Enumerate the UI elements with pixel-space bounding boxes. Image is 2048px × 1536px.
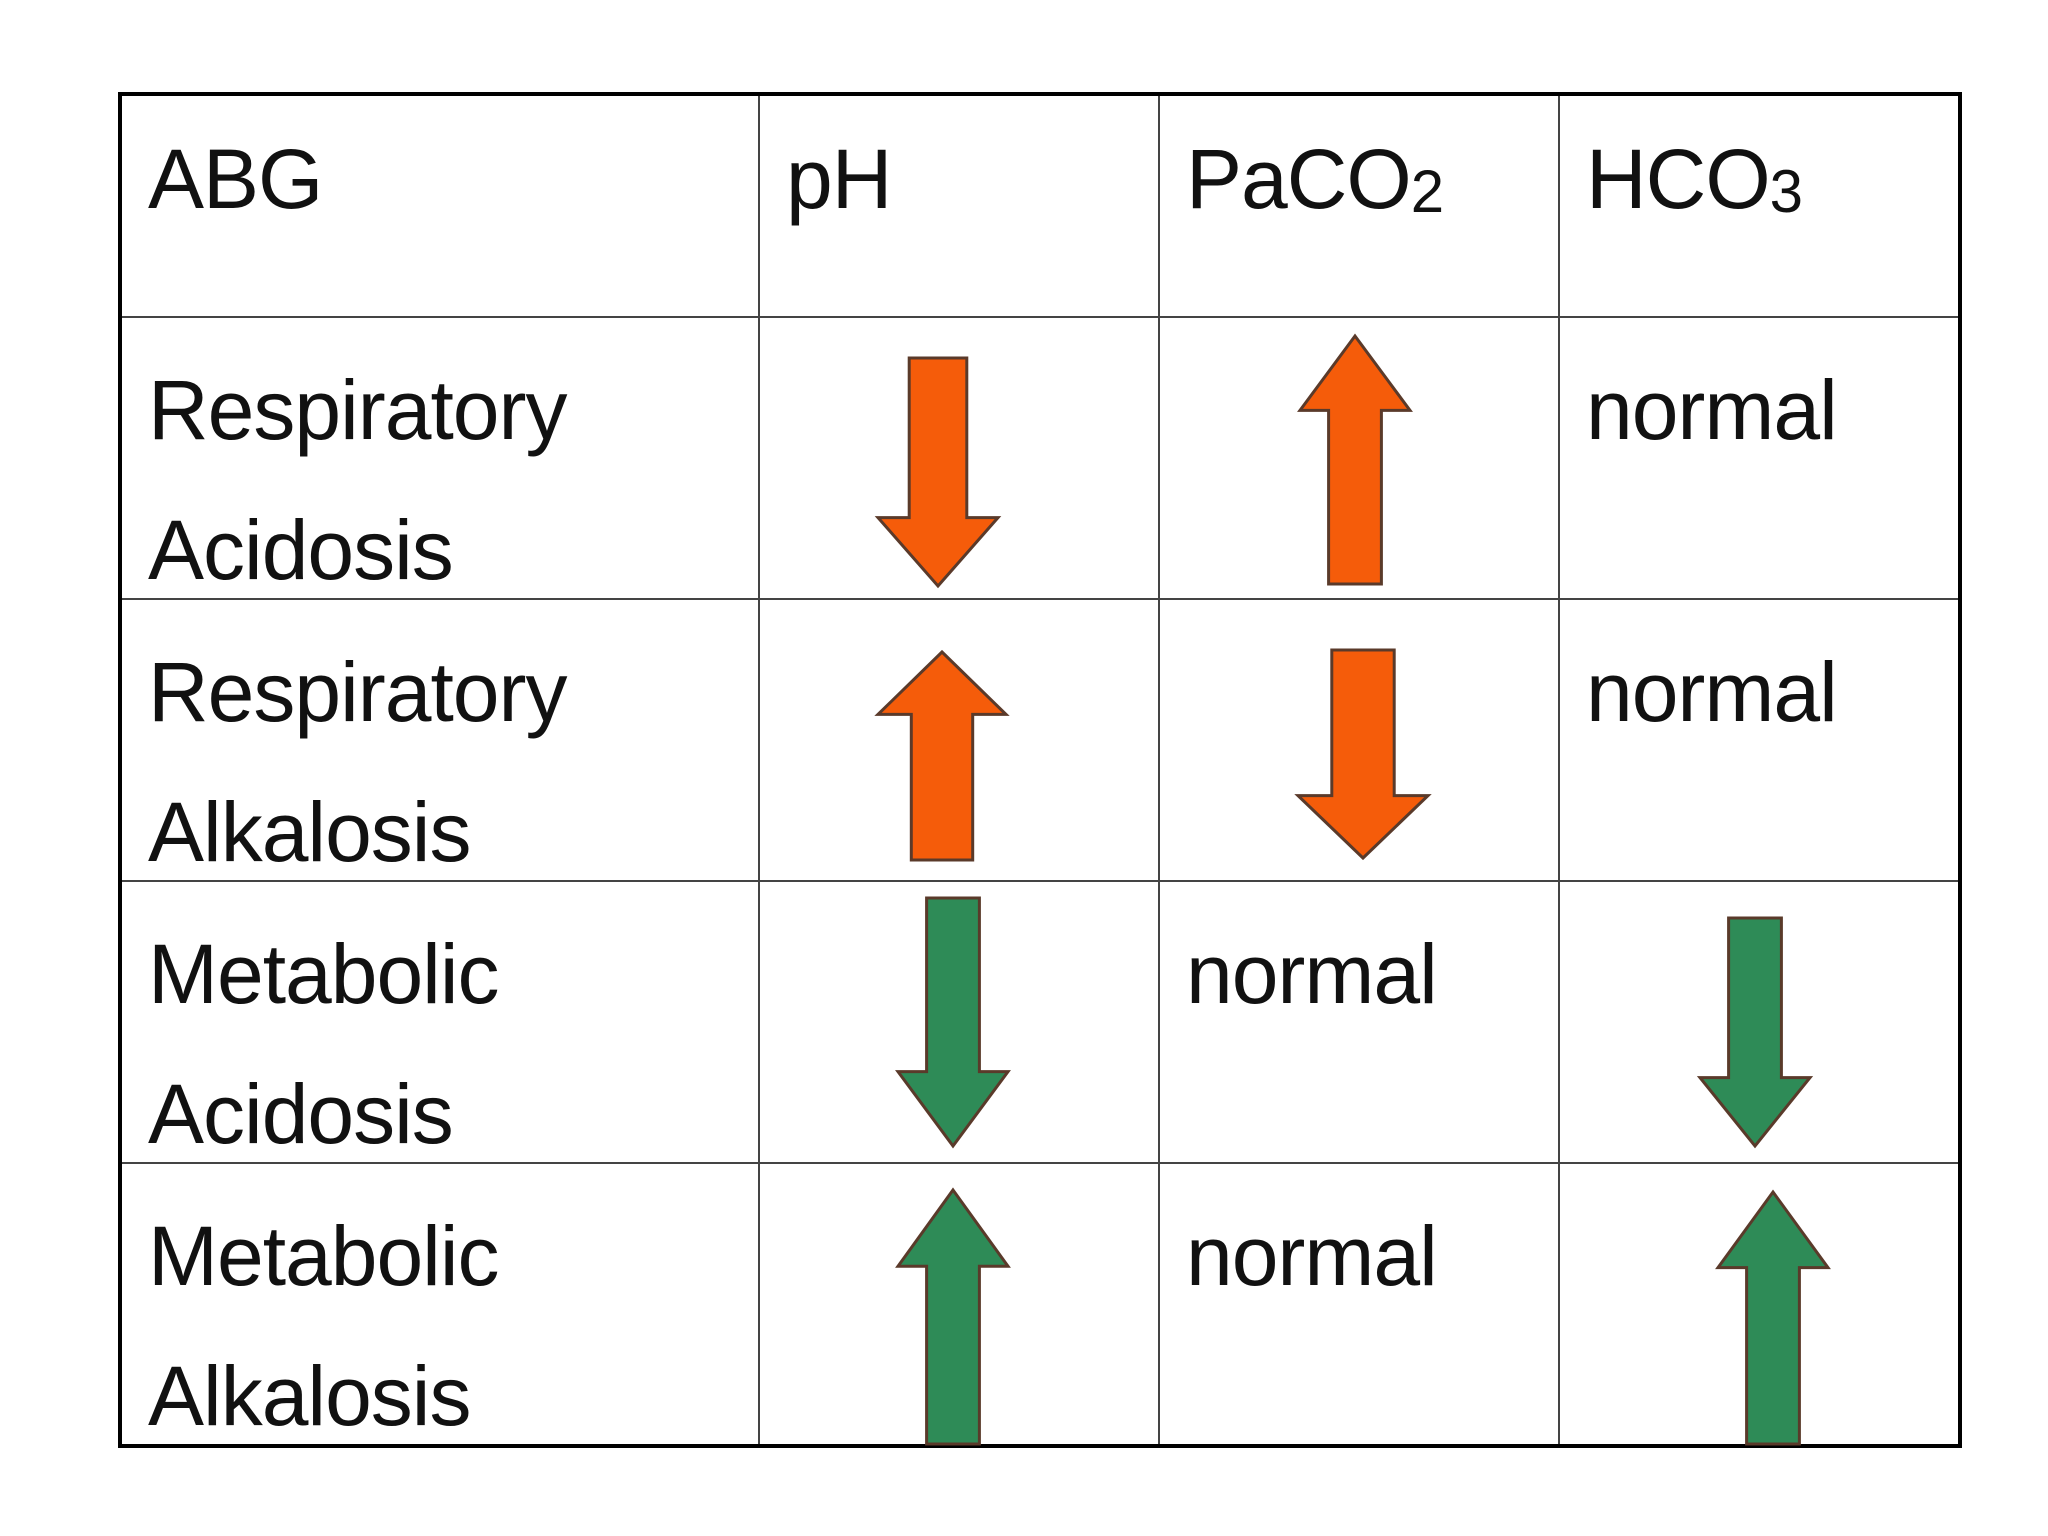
header-paco2-subscript: 2 [1410,158,1444,225]
header-hco3: HCO3 [1586,124,1803,243]
hco3-cell: normal [1558,316,1961,600]
paco2-cell [1158,598,1560,882]
hco3-cell [1558,880,1961,1164]
row-label-cell: Metabolic Acidosis [119,880,760,1164]
header-paco2: PaCO2 [1186,124,1444,243]
row-label-line2: Acidosis [148,503,454,597]
arrow-down-shape [1696,916,1814,1149]
row-label-cell: Respiratory Acidosis [119,316,760,600]
normal-text: normal [1186,927,1438,1021]
arrow-up-shape [874,649,1010,862]
header-hco3-subscript: 3 [1769,158,1803,225]
arrow-up-icon [895,1187,1011,1446]
arrow-up-shape [1297,333,1413,586]
header-cell-ph: pH [758,93,1160,318]
arrow-up-polygon [1297,333,1413,586]
header-paco2-base: PaCO [1186,132,1412,226]
arrow-up-polygon [895,1187,1011,1446]
arrow-up-polygon [1715,1189,1831,1446]
table-row-metabolic-alkalosis: Metabolic Alkalosis normal [119,1162,1961,1447]
arrow-down-icon [874,356,1002,589]
ph-cell [758,598,1160,882]
row-label-line2: Alkalosis [148,785,471,879]
header-hco3-base: HCO [1586,132,1771,226]
arrow-down-shape [1294,648,1432,861]
table-row-respiratory-acidosis: Respiratory Acidosis normal [119,316,1961,600]
arrow-up-polygon [874,649,1010,862]
row-label: Respiratory Acidosis [148,340,567,620]
ph-cell [758,880,1160,1164]
arrow-down-icon [895,896,1011,1149]
arrow-down-icon [1294,648,1432,861]
normal-text: normal [1186,1209,1438,1303]
header-abg: ABG [148,132,323,226]
row-label-line2: Acidosis [148,1067,454,1161]
table-row-metabolic-acidosis: Metabolic Acidosis normal [119,880,1961,1164]
hco3-cell: normal [1558,598,1961,882]
header-row: ABG pH PaCO2 HCO3 [119,93,1961,318]
ph-cell [758,316,1160,600]
abg-table: ABG pH PaCO2 HCO3 Respiratory Acidosis n… [118,92,1962,1448]
paco2-cell: normal [1158,1162,1560,1447]
header-cell-paco2: PaCO2 [1158,93,1560,318]
arrow-down-polygon [1696,916,1814,1149]
arrow-down-polygon [1294,648,1432,861]
row-label-line2: Alkalosis [148,1349,471,1443]
row-label: Respiratory Alkalosis [148,622,567,902]
arrow-down-shape [874,356,1002,589]
arrow-up-shape [1715,1189,1831,1446]
arrow-down-shape [895,896,1011,1149]
row-label-line1: Respiratory [148,645,567,739]
hco3-cell [1558,1162,1961,1447]
normal-text: normal [1586,363,1838,457]
row-label: Metabolic Acidosis [148,904,500,1184]
header-ph: pH [786,132,892,226]
header-cell-abg: ABG [119,93,760,318]
arrow-down-polygon [874,356,1002,589]
row-label-line1: Metabolic [148,927,500,1021]
table-row-respiratory-alkalosis: Respiratory Alkalosis normal [119,598,1961,882]
normal-text: normal [1586,645,1838,739]
arrow-down-icon [1696,916,1814,1149]
header-cell-hco3: HCO3 [1558,93,1961,318]
arrow-up-icon [1715,1189,1831,1446]
arrow-up-shape [895,1187,1011,1446]
paco2-cell: normal [1158,880,1560,1164]
row-label-cell: Respiratory Alkalosis [119,598,760,882]
row-label: Metabolic Alkalosis [148,1186,500,1466]
ph-cell [758,1162,1160,1447]
paco2-cell [1158,316,1560,600]
row-label-cell: Metabolic Alkalosis [119,1162,760,1447]
arrow-up-icon [874,649,1010,862]
arrow-down-polygon [895,896,1011,1149]
row-label-line1: Metabolic [148,1209,500,1303]
arrow-up-icon [1297,333,1413,586]
row-label-line1: Respiratory [148,363,567,457]
